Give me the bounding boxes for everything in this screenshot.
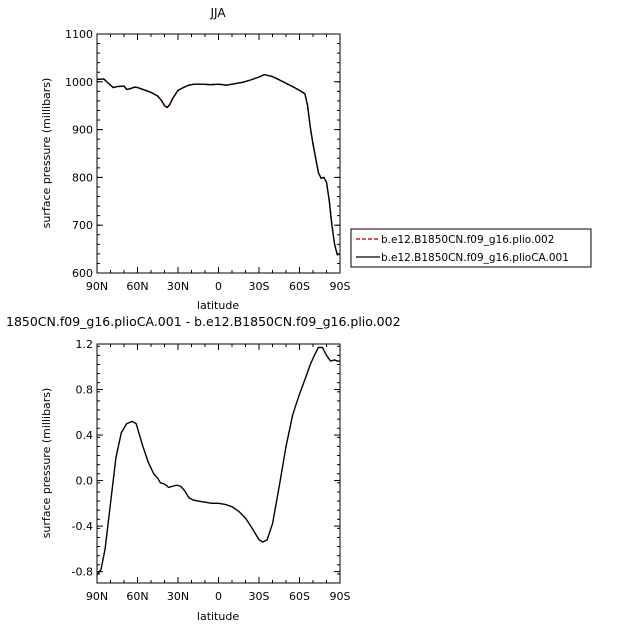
chart-top-series-line bbox=[96, 73, 341, 256]
chart-top-series bbox=[96, 73, 341, 256]
chart-top-x-tick-label: 90N bbox=[86, 280, 108, 293]
chart-bottom-x-tick-label: 0 bbox=[215, 590, 222, 603]
chart-bottom-y-tick-label: 0.0 bbox=[76, 475, 94, 488]
chart-top: JJA 90N 60N 30N 0 30S 60S 90S 600 700 800 900 1000 1… bbox=[40, 6, 351, 312]
legend-label-plio: b.e12.B1850CN.f09_g16.plio.002 bbox=[381, 234, 554, 246]
chart-bottom-y-tick-label: 0.4 bbox=[76, 429, 94, 442]
chart-bottom-x-tick-label: 30N bbox=[167, 590, 189, 603]
chart-top-x-tick-label: 30N bbox=[167, 280, 189, 293]
chart-top-x-tick-label: 60S bbox=[289, 280, 310, 293]
chart-bottom-x-tick-label: 30S bbox=[249, 590, 270, 603]
chart-top-y-tick-label: 900 bbox=[72, 124, 93, 137]
chart-bottom-x-tick-label: 60N bbox=[126, 590, 148, 603]
chart-bottom-x-tick-label: 90S bbox=[330, 590, 351, 603]
chart-top-y-tick-label: 800 bbox=[72, 171, 93, 184]
chart-bottom-x-tick-label: 60S bbox=[289, 590, 310, 603]
chart-bottom-y-tick-label: -0.4 bbox=[72, 520, 93, 533]
chart-top-y-tick-label: 700 bbox=[72, 219, 93, 232]
chart-bottom-x-tick-label: 90N bbox=[86, 590, 108, 603]
chart-bottom: 1850CN.f09_g16.plioCA.001 - b.e12.B1850C… bbox=[6, 314, 401, 623]
chart-top-y-axis-label: surface pressure (millibars) bbox=[40, 78, 53, 229]
chart-bottom-y-tick-label: 0.8 bbox=[76, 384, 94, 397]
chart-bottom-y-axis-label: surface pressure (millibars) bbox=[40, 388, 53, 539]
chart-top-title: JJA bbox=[209, 6, 226, 20]
chart-top-x-axis-label: latitude bbox=[197, 299, 239, 312]
chart-top-legend: b.e12.B1850CN.f09_g16.plio.002 b.e12.B18… bbox=[350, 228, 592, 268]
chart-top-ticks: 90N 60N 30N 0 30S 60S 90S 600 700 800 900 1000 1100 bbox=[65, 28, 351, 293]
chart-bottom-ticks: 90N 60N 30N 0 30S 60S 90S -0.8 -0.4 0.0 0.4 0.8 1.2 bbox=[72, 338, 351, 603]
chart-top-y-tick-label: 1000 bbox=[65, 76, 93, 89]
chart-bottom-y-tick-label: 1.2 bbox=[76, 338, 94, 351]
chart-bottom-series bbox=[96, 346, 340, 576]
chart-top-x-tick-label: 60N bbox=[126, 280, 148, 293]
chart-top-x-tick-label: 0 bbox=[215, 280, 222, 293]
legend-label-plioca: b.e12.B1850CN.f09_g16.plioCA.001 bbox=[381, 252, 569, 264]
chart-bottom-series-line bbox=[96, 346, 340, 576]
chart-bottom-x-axis-label: latitude bbox=[197, 610, 239, 623]
chart-top-series-line bbox=[96, 73, 341, 256]
chart-top-x-tick-label: 30S bbox=[249, 280, 270, 293]
chart-bottom-plot-frame bbox=[96, 343, 341, 584]
legend-box bbox=[350, 228, 592, 268]
chart-bottom-y-tick-label: -0.8 bbox=[72, 566, 93, 579]
chart-top-y-tick-label: 1100 bbox=[65, 28, 93, 41]
chart-top-y-tick-label: 600 bbox=[72, 267, 93, 280]
chart-top-x-tick-label: 90S bbox=[330, 280, 351, 293]
chart-top-plot-frame bbox=[96, 33, 341, 274]
chart-bottom-title: 1850CN.f09_g16.plioCA.001 - b.e12.B1850C… bbox=[6, 314, 401, 329]
